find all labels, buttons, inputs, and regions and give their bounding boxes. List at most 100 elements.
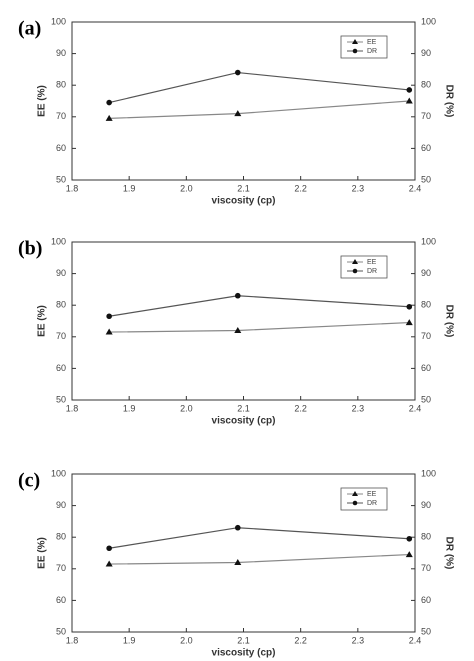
- series-line: [109, 71, 410, 104]
- y-tick-label: 80: [56, 300, 66, 310]
- x-tick-label: 2.2: [294, 403, 307, 413]
- y2-axis-label: DR (%): [443, 305, 454, 338]
- series-line: [109, 553, 410, 565]
- y2-tick-label: 70: [421, 563, 431, 573]
- y2-axis-label: DR (%): [443, 85, 454, 118]
- x-tick-label: 2.3: [352, 635, 365, 645]
- legend-marker: [352, 48, 358, 54]
- y-tick-label: 80: [56, 80, 66, 90]
- x-tick-label: 1.8: [66, 183, 79, 193]
- y2-tick-label: 50: [421, 626, 431, 636]
- y-axis-label: EE (%): [37, 537, 48, 569]
- y2-tick-label: 50: [421, 174, 431, 184]
- y-tick-label: 50: [56, 394, 66, 404]
- y-tick-label: 100: [51, 236, 66, 246]
- legend-label: DR: [367, 500, 377, 507]
- legend-label: DR: [367, 268, 377, 275]
- marker: [405, 319, 413, 326]
- x-tick-label: 1.9: [123, 635, 136, 645]
- marker: [105, 114, 113, 121]
- x-tick-label: 2.2: [294, 635, 307, 645]
- legend-label: EE: [367, 259, 377, 266]
- legend-marker: [352, 39, 358, 44]
- y2-tick-label: 90: [421, 500, 431, 510]
- marker: [106, 545, 112, 552]
- marker: [234, 326, 242, 333]
- y-tick-label: 90: [56, 500, 66, 510]
- y-tick-label: 100: [51, 16, 66, 26]
- panel-label: (c): [18, 470, 40, 492]
- x-tick-label: 2.1: [237, 403, 250, 413]
- y-tick-label: 50: [56, 174, 66, 184]
- y-tick-label: 70: [56, 563, 66, 573]
- x-tick-label: 1.8: [66, 635, 79, 645]
- y-tick-label: 60: [56, 595, 66, 605]
- y-axis-label: EE (%): [37, 305, 48, 337]
- y2-tick-label: 100: [421, 236, 436, 246]
- marker: [406, 87, 413, 93]
- x-tick-label: 2.4: [409, 635, 422, 645]
- y-tick-label: 70: [56, 331, 66, 341]
- x-tick-label: 2.4: [409, 183, 422, 193]
- x-tick-label: 1.9: [123, 183, 136, 193]
- y2-tick-label: 100: [421, 468, 436, 478]
- x-tick-label: 2.1: [237, 183, 250, 193]
- marker: [106, 99, 112, 106]
- legend-marker: [352, 500, 358, 506]
- x-axis-label: viscosity (cp): [212, 648, 276, 659]
- marker: [234, 69, 241, 76]
- x-tick-label: 1.9: [123, 403, 136, 413]
- series-line: [109, 100, 410, 119]
- series-line: [109, 527, 410, 549]
- x-axis-label: viscosity (cp): [212, 196, 276, 207]
- legend-marker: [352, 268, 358, 274]
- legend-marker: [352, 259, 358, 264]
- x-axis-label: viscosity (cp): [212, 416, 276, 427]
- legend-marker: [352, 491, 358, 496]
- y-tick-label: 60: [56, 363, 66, 373]
- x-tick-label: 2.0: [180, 635, 193, 645]
- marker: [234, 292, 241, 299]
- x-tick-label: 2.1: [237, 635, 250, 645]
- series-line: [109, 295, 410, 317]
- x-tick-label: 2.0: [180, 183, 193, 193]
- y2-tick-label: 100: [421, 16, 436, 26]
- y2-tick-label: 70: [421, 331, 431, 341]
- marker: [106, 313, 112, 320]
- y2-tick-label: 80: [421, 532, 431, 542]
- x-tick-label: 1.8: [66, 403, 79, 413]
- series-line: [109, 321, 410, 333]
- y2-tick-label: 80: [421, 300, 431, 310]
- y2-tick-label: 90: [421, 268, 431, 278]
- y-axis-label: EE (%): [37, 85, 48, 117]
- marker: [234, 558, 242, 565]
- x-tick-label: 2.3: [352, 403, 365, 413]
- y2-tick-label: 60: [421, 363, 431, 373]
- panel-label: (b): [18, 238, 42, 260]
- legend-label: DR: [367, 48, 377, 55]
- y-tick-label: 100: [51, 468, 66, 478]
- x-tick-label: 2.4: [409, 403, 422, 413]
- legend-label: EE: [367, 39, 377, 46]
- x-tick-label: 2.3: [352, 183, 365, 193]
- marker: [406, 303, 413, 310]
- legend-box: [340, 487, 388, 511]
- y-tick-label: 80: [56, 532, 66, 542]
- panel-label: (a): [18, 18, 41, 40]
- marker: [234, 110, 242, 117]
- marker: [234, 524, 241, 531]
- y2-tick-label: 80: [421, 80, 431, 90]
- legend-label: EE: [367, 491, 377, 498]
- y2-tick-label: 60: [421, 595, 431, 605]
- marker: [405, 97, 413, 104]
- y-tick-label: 70: [56, 111, 66, 121]
- x-tick-label: 2.0: [180, 403, 193, 413]
- marker: [406, 535, 413, 542]
- marker: [405, 551, 413, 558]
- marker: [105, 328, 113, 335]
- y-tick-label: 90: [56, 268, 66, 278]
- y2-tick-label: 50: [421, 394, 431, 404]
- y2-tick-label: 90: [421, 48, 431, 58]
- legend-box: [340, 255, 388, 279]
